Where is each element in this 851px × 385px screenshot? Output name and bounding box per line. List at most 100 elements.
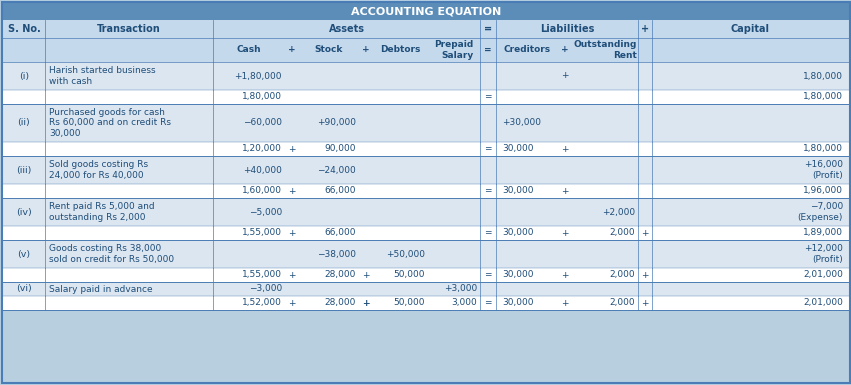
Text: +16,000
(Profit): +16,000 (Profit) [804, 160, 843, 180]
Bar [2, 198, 850, 226]
Text: Harish started business
with cash: Harish started business with cash [49, 66, 156, 86]
Text: +: + [642, 271, 648, 280]
Text: (iv): (iv) [16, 208, 31, 216]
Text: +: + [288, 229, 296, 238]
Text: =: = [484, 186, 492, 196]
Text: +: + [562, 144, 568, 154]
Text: 30,000: 30,000 [502, 186, 534, 196]
Bar [2, 226, 850, 240]
Text: +12,000
(Profit): +12,000 (Profit) [804, 244, 843, 264]
Text: 28,000: 28,000 [324, 271, 356, 280]
Text: 1,80,000: 1,80,000 [803, 92, 843, 102]
Text: +: + [642, 229, 648, 238]
Text: 66,000: 66,000 [324, 186, 356, 196]
Text: 30,000: 30,000 [502, 271, 534, 280]
Text: +: + [288, 271, 296, 280]
Text: −5,000: −5,000 [248, 208, 282, 216]
Bar [2, 38, 850, 62]
Text: 90,000: 90,000 [324, 144, 356, 154]
Bar [2, 282, 850, 296]
Text: +: + [562, 186, 568, 196]
Text: 1,89,000: 1,89,000 [803, 229, 843, 238]
Text: Assets: Assets [328, 24, 364, 34]
Text: 1,55,000: 1,55,000 [242, 271, 282, 280]
Text: +: + [562, 298, 568, 308]
Text: 1,80,000: 1,80,000 [242, 92, 282, 102]
Text: S. No.: S. No. [8, 24, 40, 34]
Text: −24,000: −24,000 [317, 166, 356, 174]
Text: 30,000: 30,000 [502, 229, 534, 238]
Text: 2,000: 2,000 [609, 271, 635, 280]
Text: +: + [642, 298, 648, 308]
Text: 2,000: 2,000 [609, 229, 635, 238]
Text: 1,55,000: 1,55,000 [242, 229, 282, 238]
Bar [2, 240, 850, 268]
Text: −7,000
(Expense): −7,000 (Expense) [797, 202, 843, 222]
Text: Purchased goods for cash
Rs 60,000 and on credit Rs
30,000: Purchased goods for cash Rs 60,000 and o… [49, 108, 171, 138]
Bar [2, 104, 850, 142]
Text: Debtors: Debtors [380, 45, 420, 55]
Text: +: + [641, 24, 649, 34]
Text: Liabilities: Liabilities [540, 24, 594, 34]
Text: +: + [562, 72, 568, 80]
Text: (v): (v) [17, 249, 31, 258]
Text: Goods costing Rs 38,000
sold on credit for Rs 50,000: Goods costing Rs 38,000 sold on credit f… [49, 244, 174, 264]
Text: Stock: Stock [315, 45, 343, 55]
Text: 1,60,000: 1,60,000 [242, 186, 282, 196]
Text: +1,80,000: +1,80,000 [235, 72, 282, 80]
Text: 1,80,000: 1,80,000 [803, 72, 843, 80]
Text: +: + [288, 144, 296, 154]
Text: +2,000: +2,000 [602, 208, 635, 216]
Text: +: + [562, 229, 568, 238]
Bar [2, 142, 850, 156]
Text: 30,000: 30,000 [502, 144, 534, 154]
Text: (i): (i) [19, 72, 29, 80]
Text: 30,000: 30,000 [502, 298, 534, 308]
Bar [2, 20, 850, 38]
Text: +: + [363, 298, 369, 308]
Text: ACCOUNTING EQUATION: ACCOUNTING EQUATION [351, 6, 501, 16]
Text: 66,000: 66,000 [324, 229, 356, 238]
Text: Sold goods costing Rs
24,000 for Rs 40,000: Sold goods costing Rs 24,000 for Rs 40,0… [49, 160, 148, 180]
Text: 2,01,000: 2,01,000 [803, 271, 843, 280]
Bar [2, 184, 850, 198]
Text: Transaction: Transaction [97, 24, 161, 34]
Text: 1,96,000: 1,96,000 [803, 186, 843, 196]
Text: =: = [484, 298, 492, 308]
Text: =: = [484, 92, 492, 102]
Text: Outstanding
Rent: Outstanding Rent [574, 40, 637, 60]
Text: +: + [363, 45, 370, 55]
Text: +: + [363, 271, 369, 280]
Bar [2, 2, 850, 20]
Text: 50,000: 50,000 [393, 271, 425, 280]
Text: +40,000: +40,000 [243, 166, 282, 174]
Text: −38,000: −38,000 [317, 249, 356, 258]
Text: Rent paid Rs 5,000 and
outstanding Rs 2,000: Rent paid Rs 5,000 and outstanding Rs 2,… [49, 202, 155, 222]
Bar [2, 62, 850, 90]
Text: +30,000: +30,000 [502, 119, 541, 127]
Text: 3,000: 3,000 [451, 298, 477, 308]
Text: +: + [288, 45, 296, 55]
Bar [2, 268, 850, 282]
Text: =: = [484, 271, 492, 280]
Text: +: + [562, 271, 568, 280]
Text: +: + [288, 298, 296, 308]
Bar [2, 296, 850, 310]
Text: 28,000: 28,000 [324, 298, 356, 308]
Text: 1,52,000: 1,52,000 [243, 298, 282, 308]
Text: −60,000: −60,000 [243, 119, 282, 127]
Text: Capital: Capital [730, 24, 769, 34]
Text: −3,000: −3,000 [248, 285, 282, 293]
Bar [2, 156, 850, 184]
Text: +: + [288, 186, 296, 196]
Text: (iii): (iii) [16, 166, 31, 174]
Text: +90,000: +90,000 [317, 119, 356, 127]
Text: 50,000: 50,000 [393, 298, 425, 308]
Text: Salary paid in advance: Salary paid in advance [49, 285, 152, 293]
Text: 1,20,000: 1,20,000 [243, 144, 282, 154]
Text: Creditors: Creditors [504, 45, 551, 55]
Text: Prepaid
Salary: Prepaid Salary [434, 40, 474, 60]
Bar [2, 90, 850, 104]
Text: (ii): (ii) [18, 119, 31, 127]
Text: +: + [561, 45, 568, 55]
